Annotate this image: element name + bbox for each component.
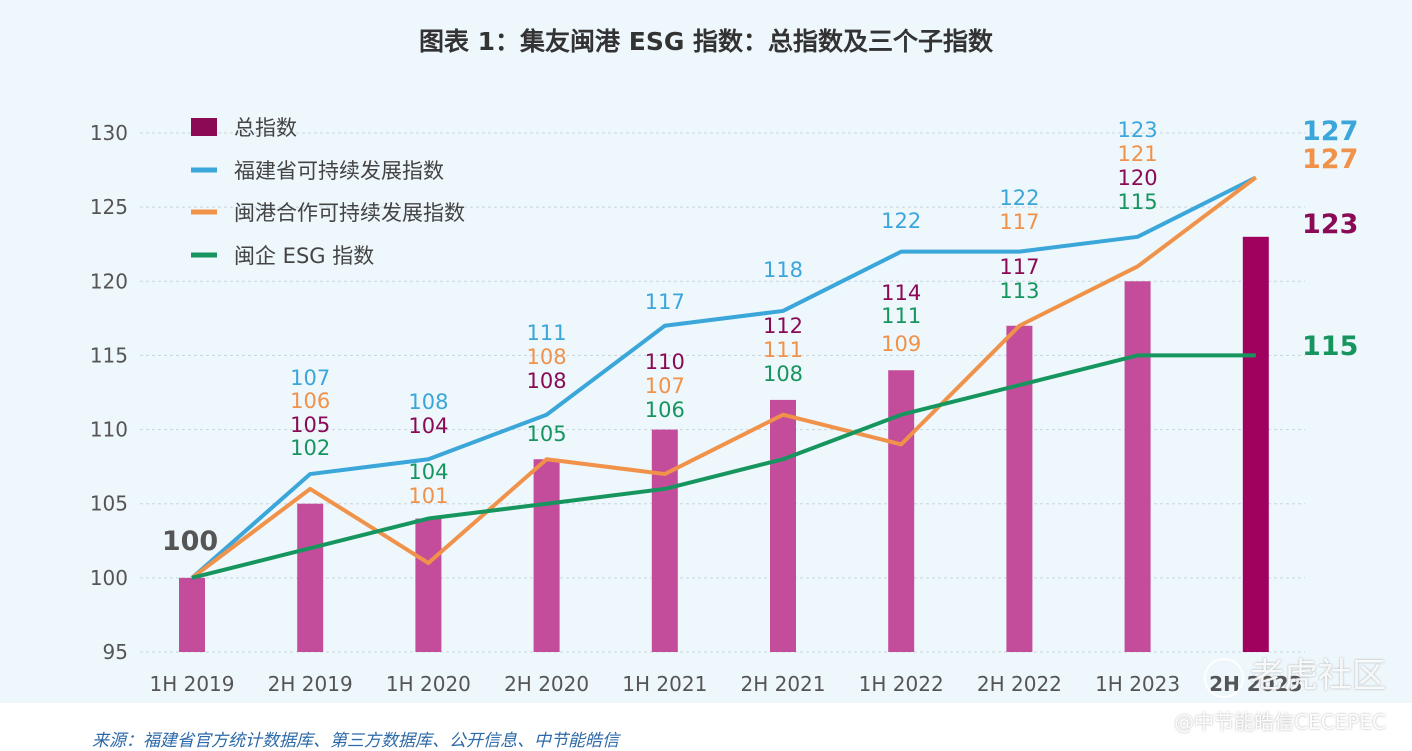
point-label-green: 115 — [1118, 190, 1158, 214]
point-label-green: 105 — [527, 422, 567, 446]
y-tick-label: 130 — [90, 121, 128, 145]
point-label-total: 108 — [527, 369, 567, 393]
point-label-green: 111 — [881, 304, 921, 328]
point-label-green: 104 — [408, 460, 448, 484]
bar-total — [179, 577, 205, 652]
end-label-fujian: 127 — [1302, 116, 1358, 147]
bar-total — [415, 518, 442, 652]
point-label-total: 120 — [1118, 166, 1158, 190]
footer-band — [0, 703, 1412, 751]
point-label-total: 110 — [645, 350, 685, 374]
legend-label: 闽企 ESG 指数 — [234, 244, 374, 268]
point-label-blue: 122 — [999, 186, 1039, 210]
source-note: 来源：福建省官方统计数据库、第三方数据库、公开信息、中节能皓信 — [92, 731, 619, 751]
line-minggang — [190, 175, 1258, 580]
point-label-green: 113 — [999, 279, 1039, 303]
point-label-total: 104 — [408, 414, 448, 438]
point-label-blue: 107 — [290, 366, 330, 390]
point-label-blue: 122 — [881, 209, 921, 233]
point-label-orange: 106 — [290, 389, 330, 413]
y-tick-label: 105 — [90, 492, 128, 516]
bar-total — [1006, 325, 1033, 652]
y-tick-label: 125 — [90, 195, 128, 219]
point-label-orange: 109 — [881, 332, 921, 356]
point-label-blue: 123 — [1118, 118, 1158, 142]
bar-total — [533, 459, 560, 652]
x-tick-label: 2H 2019 — [268, 672, 353, 696]
x-tick-label: 2H 2021 — [740, 672, 825, 696]
x-tick-label: 1H 2020 — [386, 672, 471, 696]
y-tick-label: 120 — [90, 269, 128, 293]
point-label-total: 112 — [763, 314, 803, 338]
y-tick-label: 100 — [90, 566, 128, 590]
point-label-blue: 118 — [763, 258, 803, 282]
x-tick-label: 2H 2020 — [504, 672, 589, 696]
watermark-logo: 老虎社区 — [1204, 648, 1386, 698]
line-fujian — [190, 175, 1257, 580]
y-tick-label: 110 — [90, 418, 128, 442]
x-tick-label: 2H 2022 — [977, 672, 1062, 696]
point-label-orange: 121 — [1118, 142, 1158, 166]
end-label-esg: 115 — [1302, 331, 1358, 362]
chart-title: 图表 1：集友闽港 ESG 指数：总指数及三个子指数 — [418, 27, 994, 56]
point-label-orange: 101 — [408, 484, 448, 508]
legend-label: 福建省可持续发展指数 — [234, 159, 444, 183]
bar-total — [1124, 281, 1151, 652]
point-label-total: 117 — [999, 255, 1039, 279]
x-tick-label: 1H 2022 — [859, 672, 944, 696]
point-label-green: 108 — [763, 362, 803, 386]
point-label-orange: 108 — [527, 345, 567, 369]
point-label-total: 105 — [290, 413, 330, 437]
y-tick-label: 95 — [103, 640, 128, 664]
end-label-minggang: 127 — [1302, 144, 1358, 175]
point-label-blue: 117 — [645, 290, 685, 314]
x-tick-label: 1H 2019 — [149, 672, 234, 696]
x-tick-label: 1H 2023 — [1095, 672, 1180, 696]
point-label-green: 106 — [645, 398, 685, 422]
point-label-blue: 108 — [408, 390, 448, 414]
point-label-green: 102 — [290, 436, 330, 460]
legend-swatch-bar — [191, 118, 217, 136]
start-value-label: 100 — [162, 526, 218, 557]
watermark-text: 老虎社区 — [1250, 656, 1386, 696]
point-label-total: 114 — [881, 281, 921, 305]
line-esg — [191, 353, 1256, 580]
tiger-logo-icon — [1204, 657, 1244, 698]
bar-total — [770, 399, 796, 652]
bar-total — [651, 429, 678, 652]
legend-label: 总指数 — [234, 116, 297, 140]
bar-total — [297, 503, 324, 652]
x-tick-label: 1H 2021 — [622, 672, 707, 696]
legend-label: 闽港合作可持续发展指数 — [234, 201, 465, 225]
y-tick-label: 115 — [90, 343, 128, 367]
end-label-total: 123 — [1302, 209, 1358, 240]
point-label-orange: 111 — [763, 338, 803, 362]
point-label-orange: 117 — [999, 210, 1039, 234]
bar-total — [1242, 236, 1269, 653]
watermark-handle: @中节能皓信CECEPEC — [1174, 710, 1386, 734]
point-label-blue: 111 — [527, 321, 567, 345]
point-label-orange: 107 — [645, 374, 685, 398]
